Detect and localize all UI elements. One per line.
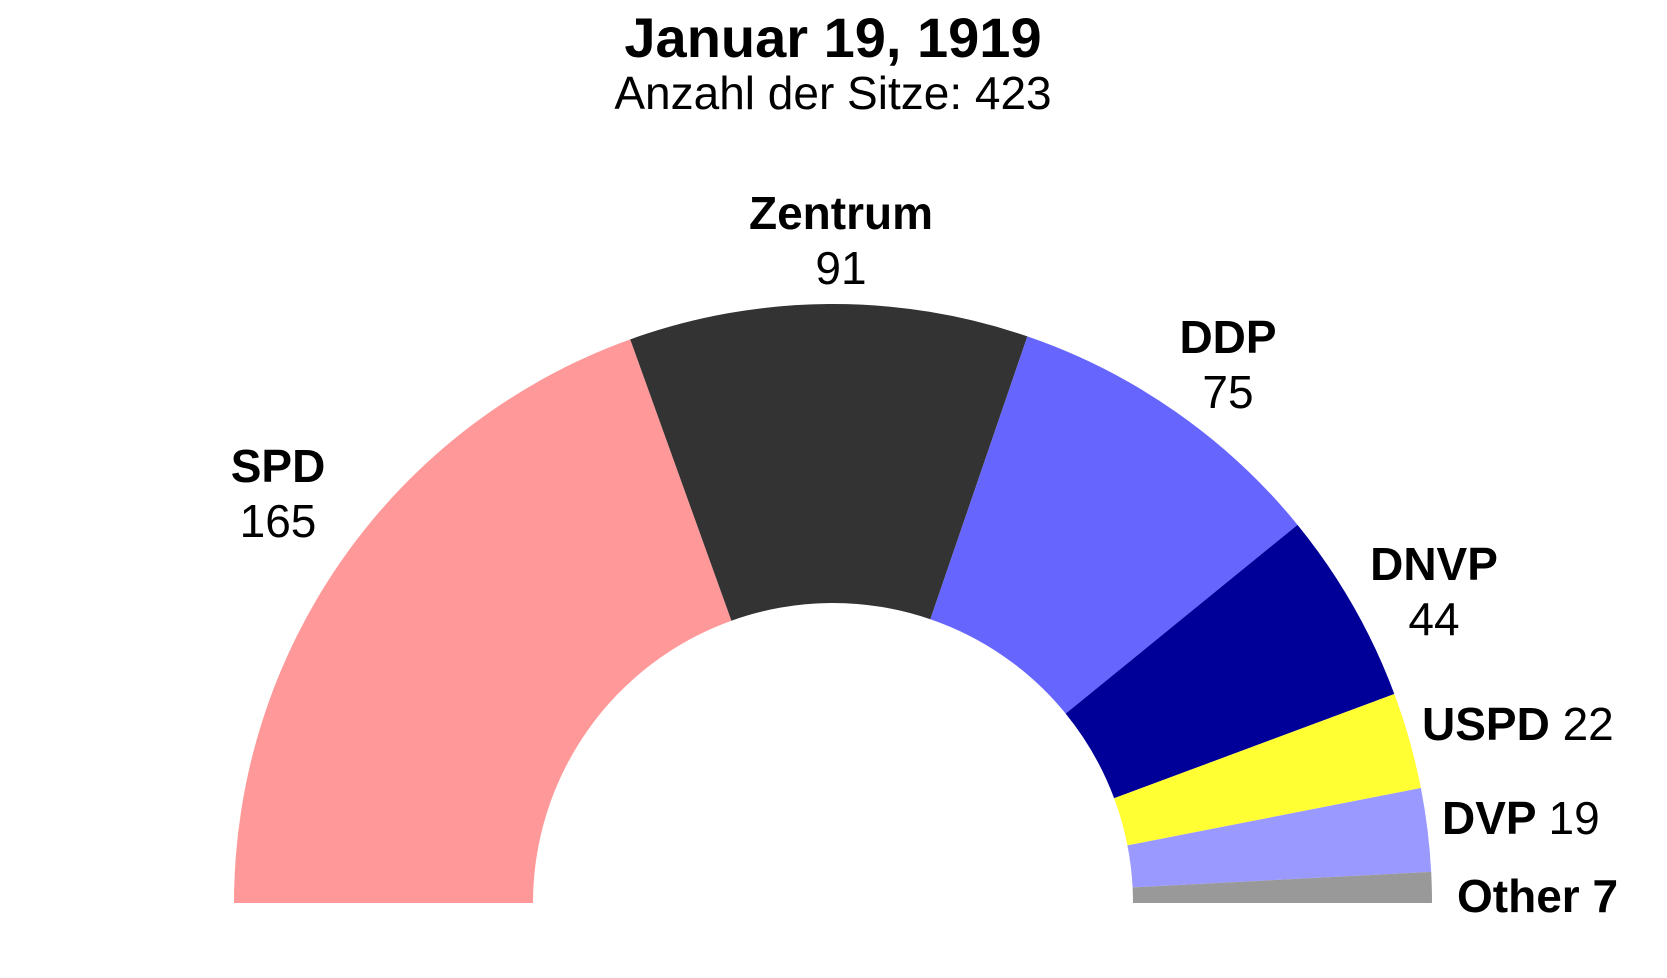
slice-dnvp [1065, 524, 1395, 799]
seats-spd: 165 [240, 495, 317, 547]
slice-ddp [930, 336, 1298, 714]
label-other: Other 7 [1457, 870, 1618, 922]
slice-uspd [1114, 693, 1421, 846]
chart-title: Januar 19, 1919 [624, 6, 1041, 69]
label-spd: SPD [231, 440, 326, 492]
seats-dnvp: 44 [1408, 593, 1459, 645]
party-dvp: DVP [1442, 792, 1549, 844]
slice-spd [234, 339, 732, 903]
seats-dvp: 19 [1549, 792, 1600, 844]
party-other: Other [1457, 870, 1592, 922]
slice-other [1132, 871, 1432, 903]
slices-group [234, 304, 1432, 903]
slice-zentrum [630, 304, 1028, 621]
label-dvp: DVP 19 [1442, 792, 1600, 844]
label-uspd: USPD 22 [1422, 698, 1614, 750]
seats-zentrum: 91 [815, 242, 866, 294]
seats-uspd: 22 [1563, 698, 1614, 750]
seats-ddp: 75 [1202, 366, 1253, 418]
slice-dvp [1127, 788, 1432, 888]
chart-subtitle: Anzahl der Sitze: 423 [614, 67, 1051, 119]
party-uspd: USPD [1422, 698, 1563, 750]
label-dnvp: DNVP [1370, 538, 1498, 590]
label-zentrum: Zentrum [749, 187, 933, 239]
seats-other: 7 [1592, 870, 1618, 922]
label-ddp: DDP [1179, 311, 1276, 363]
